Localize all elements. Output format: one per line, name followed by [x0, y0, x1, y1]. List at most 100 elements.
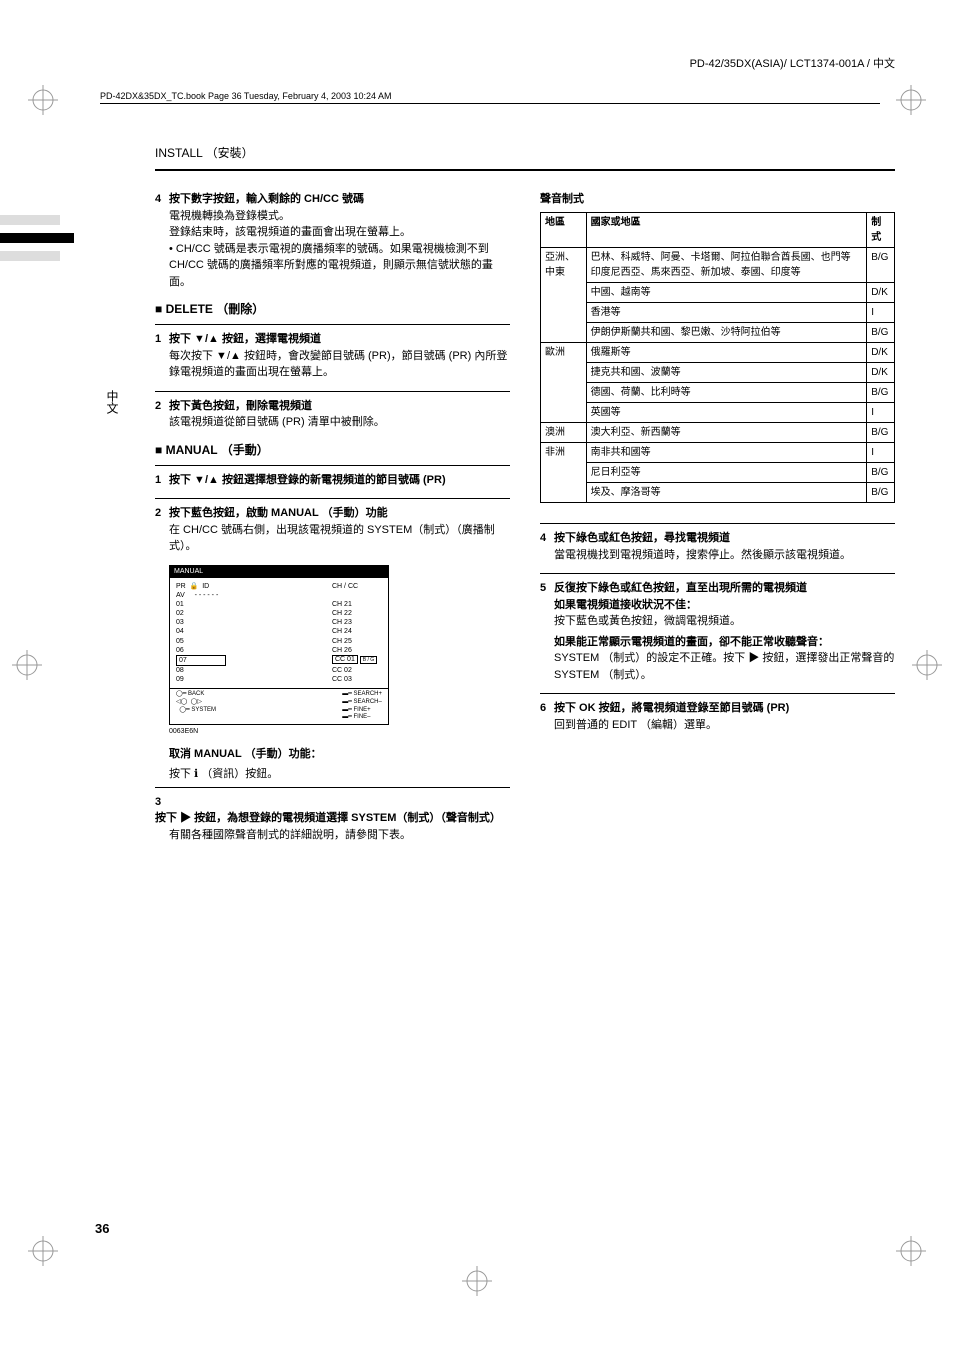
th-country: 國家或地區 — [586, 212, 867, 247]
manual-step-3: 3按下 ▶ 按鈕，為想登錄的電視頻道選擇 SYSTEM（制式）（聲音制式） 有關… — [155, 794, 510, 844]
step-body: 如果電視頻道接收狀況不佳： 按下藍色或黃色按鈕，微調電視頻道。 如果能正常顯示電… — [554, 597, 895, 684]
panel-cell: AV — [176, 592, 185, 599]
divider — [540, 523, 895, 524]
panel-cell: 09 — [176, 675, 226, 684]
crop-mark-bl — [28, 1236, 58, 1266]
td-system: I — [867, 442, 895, 462]
step-num: 3 — [155, 794, 169, 811]
step-title: 按下 ▼/▲ 按鈕選擇想登錄的新電視頻道的節目號碼 (PR) — [169, 474, 446, 486]
step-bullet: • CH/CC 號碼是表示電視的廣播頻率的號碼。如果電視機檢測不到 CH/CC … — [169, 241, 510, 291]
content: 4按下數字按鈕，輸入剩餘的 CH/CC 號碼 電視機轉換為登錄模式。 登錄結束時… — [155, 191, 895, 853]
td-system: D/K — [867, 282, 895, 302]
step-num: 2 — [155, 505, 169, 522]
crop-mark-mb — [462, 1266, 492, 1296]
panel-footer: ◯━ BACK ◁◯ ◯▷ ◯━ SYSTEM ▬━ SEARCH+ ▬━ SE… — [170, 688, 388, 724]
sub-title: 如果電視頻道接收狀況不佳： — [554, 597, 895, 614]
step-title: 按下藍色按鈕，啟動 MANUAL （手動）功能 — [169, 507, 388, 519]
panel-foot-right: ▬━ SEARCH+ ▬━ SEARCH– ▬━ FINE+ ▬━ FINE– — [342, 691, 382, 722]
panel-cell: CH 25 — [332, 637, 382, 646]
divider — [155, 324, 510, 325]
step-title: 按下 OK 按鈕，將電視頻道登錄至節目號碼 (PR) — [554, 702, 789, 714]
panel-cell: 06 — [176, 646, 226, 655]
step-body: 回到普通的 EDIT （編輯）選單。 — [554, 717, 895, 734]
step-num: 2 — [155, 398, 169, 415]
panel-cell: 01 — [176, 600, 226, 609]
step-title: 按下綠色或紅色按鈕，尋找電視頻道 — [554, 532, 730, 544]
td-system: D/K — [867, 362, 895, 382]
td-country: 捷克共和國、波蘭等 — [586, 362, 867, 382]
panel-cell — [332, 591, 382, 600]
panel-cell: 03 — [176, 618, 226, 627]
step-title: 反復按下綠色或紅色按鈕，直至出現所需的電視頻道 — [554, 582, 807, 594]
foot-label: SYSTEM — [191, 707, 216, 713]
panel-cell: CH 22 — [332, 609, 382, 618]
doc-ref: PD-42/35DX(ASIA)/ LCT1374-001A / 中文 — [60, 55, 895, 71]
td-system: B/G — [867, 482, 895, 502]
manual-step-2: 2按下藍色按鈕，啟動 MANUAL （手動）功能 在 CH/CC 號碼右側，出現… — [155, 505, 510, 555]
panel-cell: CH 23 — [332, 618, 382, 627]
td-system: B/G — [867, 382, 895, 402]
td-system: I — [867, 302, 895, 322]
step-num: 6 — [540, 700, 554, 717]
td-country: 香港等 — [586, 302, 867, 322]
crop-mark-ml — [12, 650, 42, 680]
foot-label: FINE– — [353, 714, 370, 720]
panel-cell: 04 — [176, 627, 226, 636]
lock-icon: 🔒 — [190, 583, 199, 590]
step-4: 4按下數字按鈕，輸入剩餘的 CH/CC 號碼 電視機轉換為登錄模式。 登錄結束時… — [155, 191, 510, 290]
step-body: 電視機轉換為登錄模式。 登錄結束時，該電視頻道的畫面會出現在螢幕上。 • CH/… — [169, 208, 510, 291]
panel-cell: PR — [176, 583, 186, 590]
td-country: 南非共和國等 — [586, 442, 867, 462]
crop-mark-br — [896, 1236, 926, 1266]
table-title: 聲音制式 — [540, 191, 895, 208]
td-country: 埃及、摩洛哥等 — [586, 482, 867, 502]
foot-label: SEARCH– — [353, 699, 381, 705]
osd-panel: MANUAL PR 🔒 ID CH / CC AV - - - - - - 01… — [169, 565, 389, 726]
manual-head: MANUAL （手動） — [155, 441, 510, 459]
step-5r: 5反復按下綠色或紅色按鈕，直至出現所需的電視頻道 如果電視頻道接收狀況不佳： 按… — [540, 580, 895, 683]
crop-mark-tr — [896, 85, 926, 115]
panel-cell-selected: 07 — [176, 655, 226, 666]
divider — [155, 498, 510, 499]
sub-body: SYSTEM （制式）的設定不正確。按下 ▶ 按鈕，選擇發出正常聲音的 SYST… — [554, 650, 895, 683]
divider — [155, 391, 510, 392]
th-system: 制式 — [867, 212, 895, 247]
panel-cell: 05 — [176, 637, 226, 646]
foot-label: BACK — [188, 691, 204, 697]
step-num: 1 — [155, 331, 169, 348]
panel-foot-left: ◯━ BACK ◁◯ ◯▷ ◯━ SYSTEM — [176, 691, 216, 722]
td-region: 亞洲、中東 — [541, 247, 587, 342]
td-country: 德國、荷蘭、比利時等 — [586, 382, 867, 402]
divider — [155, 787, 510, 788]
step-num: 1 — [155, 472, 169, 489]
step-title: 按下黃色按鈕，刪除電視頻道 — [169, 400, 312, 412]
step-title: 按下 ▶ 按鈕，為想登錄的電視頻道選擇 SYSTEM（制式）（聲音制式） — [155, 812, 501, 824]
panel-cell: CH / CC — [332, 582, 382, 591]
sub-body: 按下藍色或黃色按鈕，微調電視頻道。 — [554, 613, 895, 630]
title-bar — [155, 169, 895, 171]
step-line: 電視機轉換為登錄模式。 — [169, 208, 510, 225]
td-system: B/G — [867, 322, 895, 342]
panel-cell-selected: CC 01 — [332, 655, 358, 664]
panel-cell: CC 02 — [332, 666, 382, 675]
cancel-body: 按下 ℹ （資訊）按鈕。 — [169, 766, 510, 783]
cancel-title: 取消 MANUAL （手動）功能： — [169, 746, 510, 763]
td-system: I — [867, 402, 895, 422]
delete-step-2: 2按下黃色按鈕，刪除電視頻道 該電視頻道從節目號碼 (PR) 清單中被刪除。 — [155, 398, 510, 431]
td-system: B/G — [867, 247, 895, 282]
td-country: 伊朗伊斯蘭共和國、黎巴嫩、沙特阿拉伯等 — [586, 322, 867, 342]
side-label: 中文 — [104, 390, 121, 414]
delete-step-1: 1按下 ▼/▲ 按鈕，選擇電視頻道 每次按下 ▼/▲ 按鈕時，會改變節目號碼 (… — [155, 331, 510, 381]
step-num: 5 — [540, 580, 554, 597]
panel-title: MANUAL — [170, 566, 388, 579]
step-body: 有關各種國際聲音制式的詳細說明，請參閱下表。 — [169, 827, 510, 844]
divider — [540, 573, 895, 574]
step-num: 4 — [155, 191, 169, 208]
panel-cell: - - - - - - — [195, 592, 219, 599]
panel-body: PR 🔒 ID CH / CC AV - - - - - - 01CH 21 0… — [170, 578, 388, 688]
section-title: INSTALL （安裝） — [155, 144, 895, 161]
th-region: 地區 — [541, 212, 587, 247]
divider — [540, 693, 895, 694]
step-body: 每次按下 ▼/▲ 按鈕時，會改變節目號碼 (PR)，節目號碼 (PR) 內所登錄… — [169, 348, 510, 381]
crop-mark-mr — [912, 650, 942, 680]
